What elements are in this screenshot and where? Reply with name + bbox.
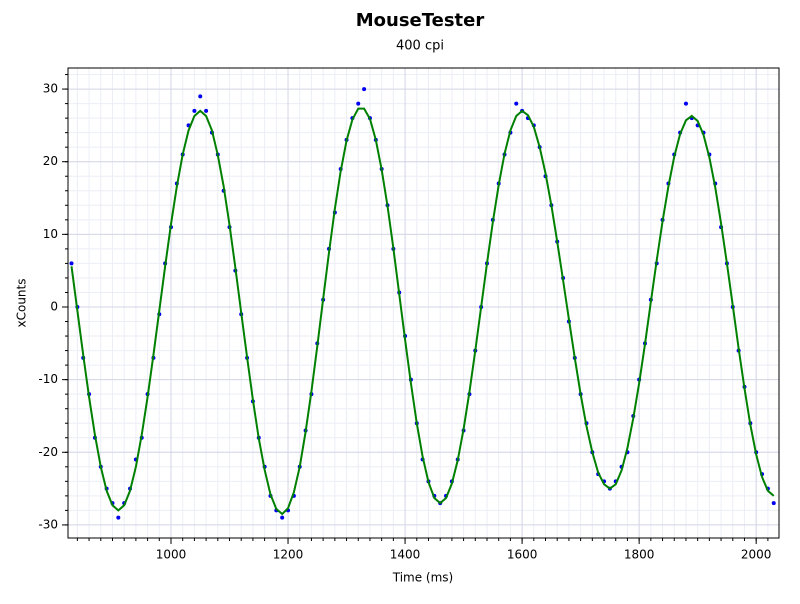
axes: 1000 1200 1400 1600 1800 2000 -30 -20 -10 0 10 20 30 [38,74,772,562]
grid [68,68,779,538]
data-point [356,101,361,106]
data-point [362,87,367,92]
y-tick-label: 0 [50,299,58,313]
x-tick-label: 1400 [390,548,421,562]
plot-marks [69,87,776,520]
x-tick-label: 1200 [273,548,304,562]
y-axis-label: xCounts [15,279,29,328]
x-tick-label: 2000 [741,548,772,562]
data-point [116,515,121,520]
fit-line [70,107,775,516]
data-point [192,108,197,113]
y-tick-label: 30 [43,82,58,96]
data-point [683,101,688,106]
chart-title: MouseTester [356,10,485,31]
x-tick-label: 1600 [507,548,538,562]
y-tick-label: 10 [43,227,58,241]
x-axis-label: Time (ms) [392,571,454,585]
y-tick-label: 20 [43,154,58,168]
y-tick-label: -20 [38,445,58,459]
data-point [514,101,519,106]
plot-frame [67,67,780,539]
chart-subtitle: 400 cpi [396,39,444,54]
y-tick-label: -30 [38,517,58,531]
x-tick-label: 1800 [624,548,655,562]
data-point [69,261,74,266]
y-tick-label: -10 [38,372,58,386]
data-point [198,94,203,99]
data-point [771,501,776,506]
data-point [280,515,285,520]
x-tick-label: 1000 [156,548,187,562]
data-point [204,108,209,113]
